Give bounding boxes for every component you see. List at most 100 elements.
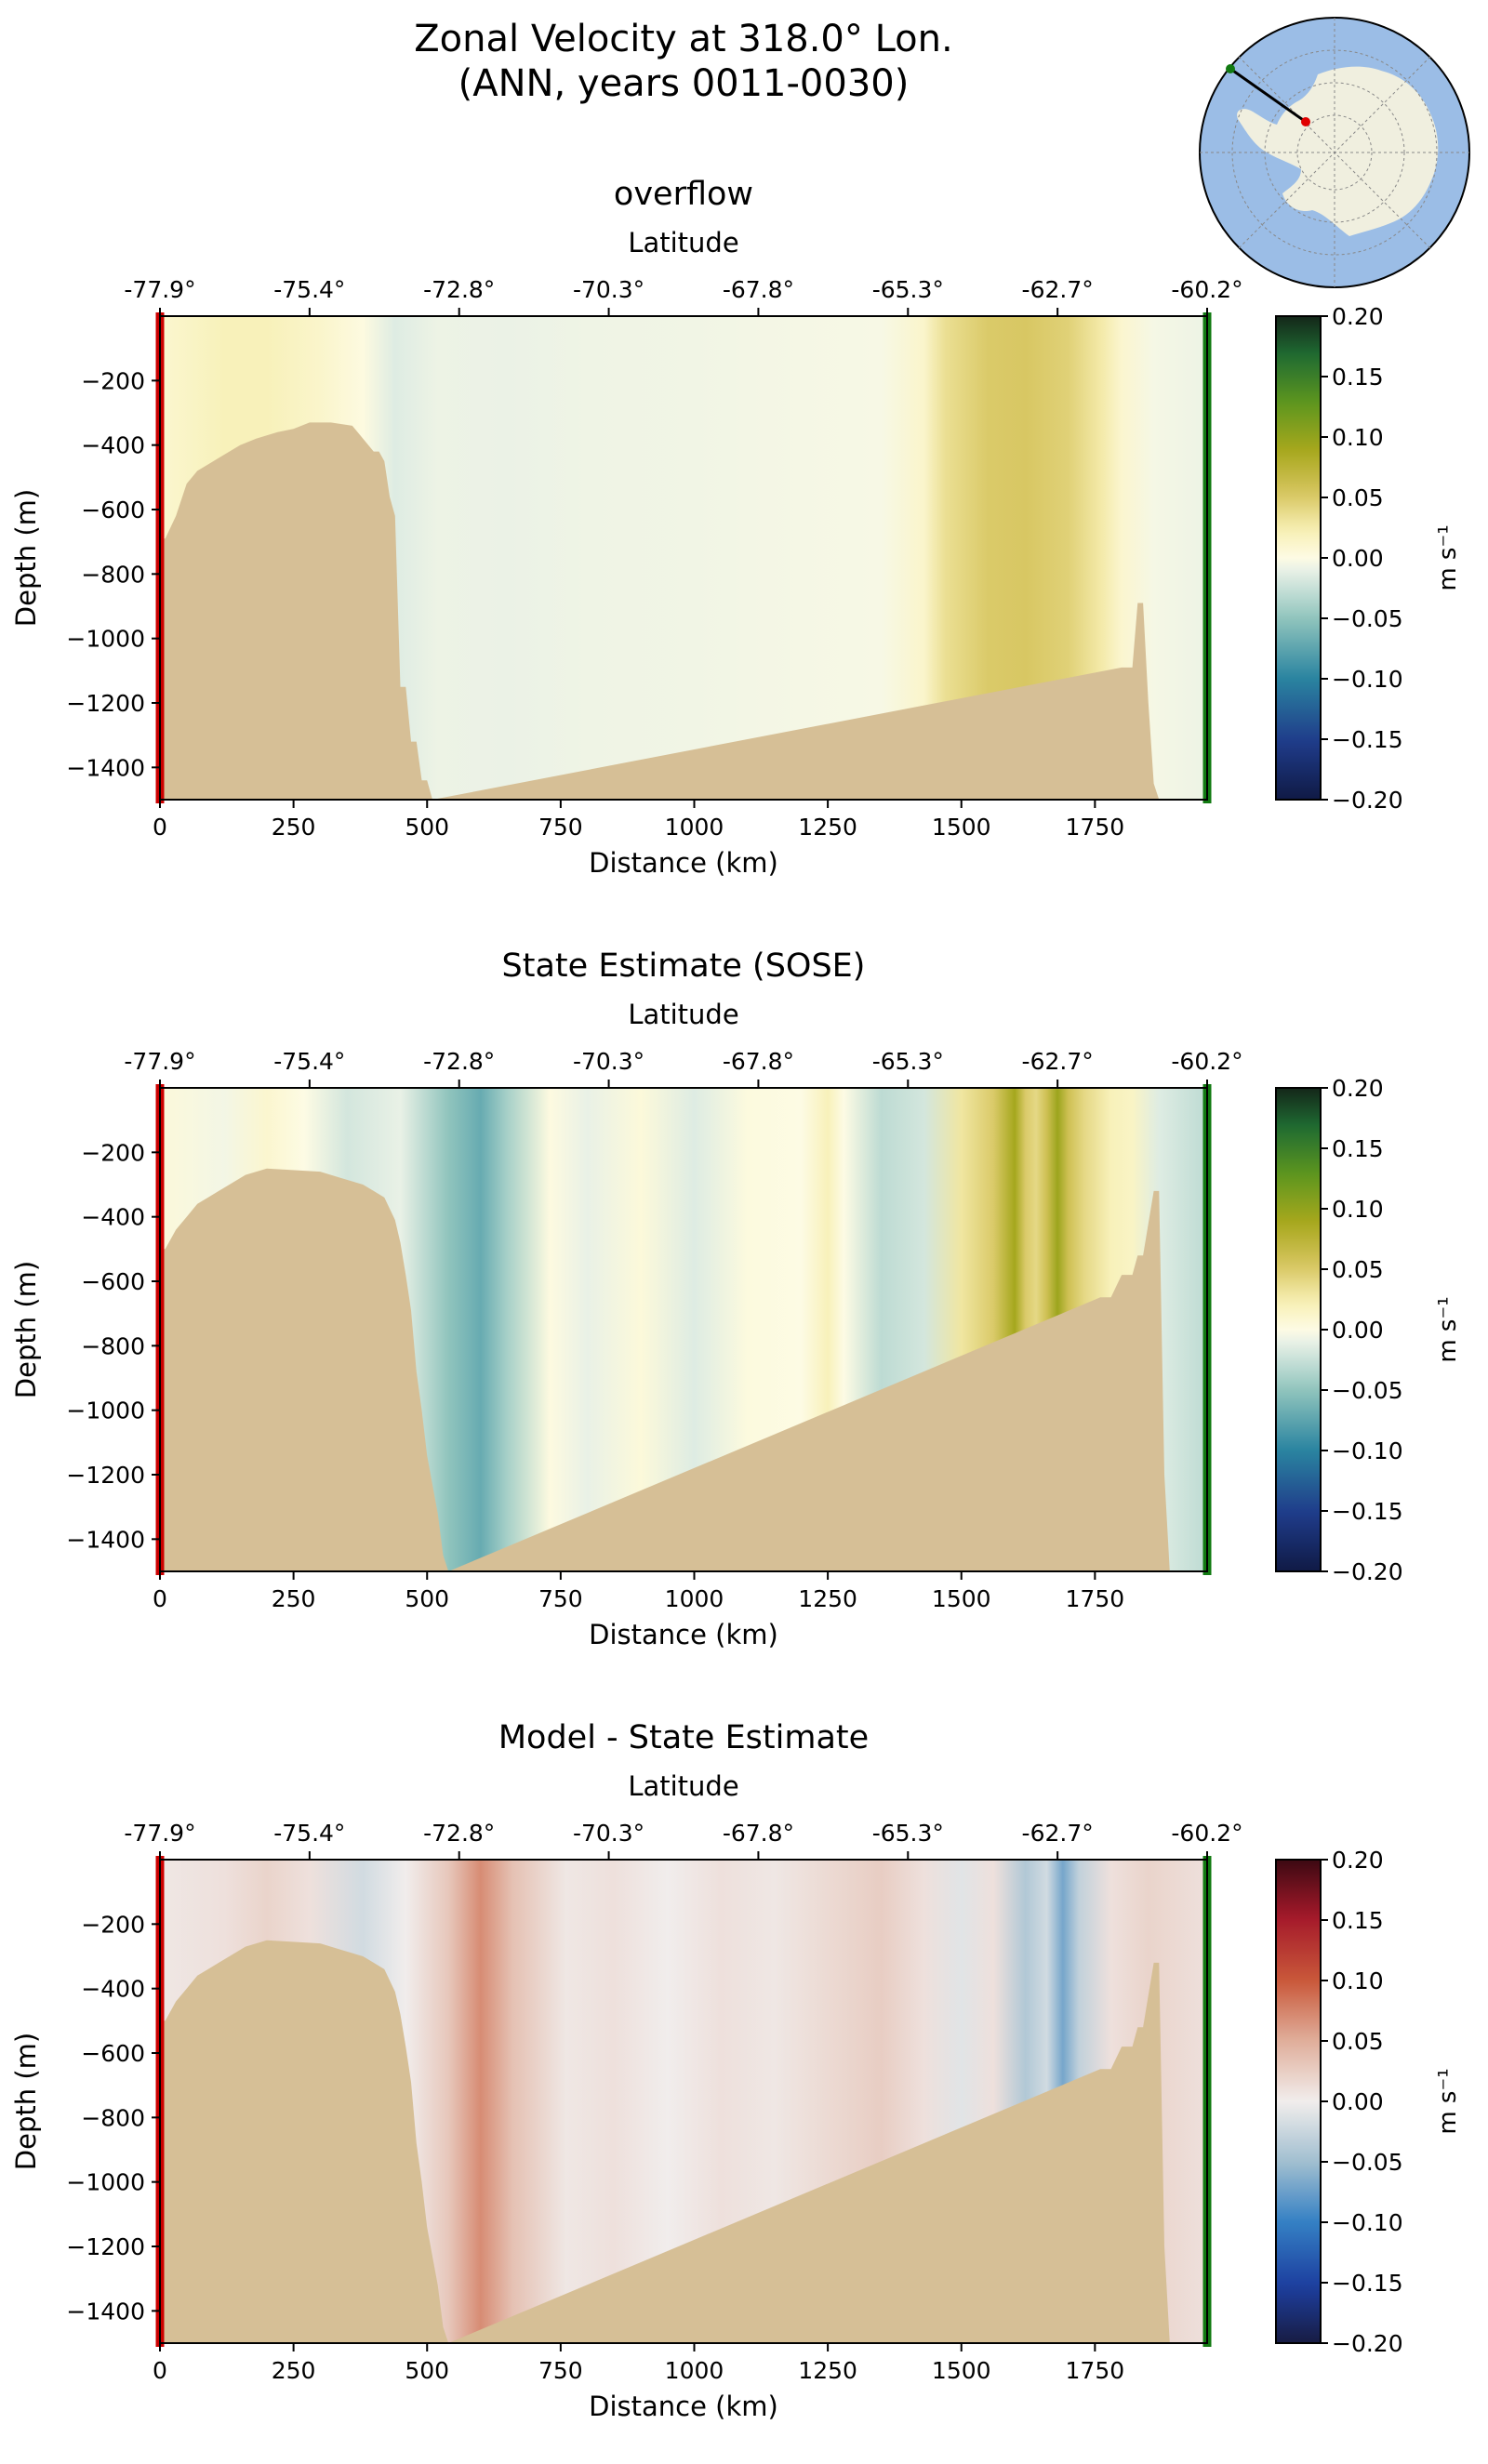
colorbar-tick-label: 0.10 xyxy=(1332,1196,1384,1223)
locator-grid-circle xyxy=(1264,82,1405,223)
x-axis-label: Distance (km) xyxy=(589,1619,778,1650)
y-axis-label: Depth (m) xyxy=(10,489,42,627)
y-tick-label: −1400 xyxy=(66,1526,145,1553)
latitude-tick-label: -60.2° xyxy=(1171,1048,1242,1075)
colorbar-tick-label: 0.00 xyxy=(1332,1317,1384,1344)
y-axis-label: Depth (m) xyxy=(10,1261,42,1398)
colorbar-tick-label: −0.15 xyxy=(1332,2270,1403,2297)
colorbar-tick-label: −0.10 xyxy=(1332,2209,1403,2236)
latitude-tick-label: -77.9° xyxy=(124,1048,195,1075)
colorbar-tick-label: 0.20 xyxy=(1332,1075,1384,1102)
latitude-tick-label: -62.7° xyxy=(1022,276,1094,303)
panel-model-minus-state-estimate: Model - State Estimate Latitude 0 250 500 750… xyxy=(10,1719,1462,2422)
colorbar-tick-label: 0.05 xyxy=(1332,484,1384,511)
x-tick-label: 750 xyxy=(538,2357,583,2384)
panel-title: Model - State Estimate xyxy=(498,1719,869,1756)
latitude-tick-label: -62.7° xyxy=(1022,1820,1094,1847)
latitude-tick-label: -67.8° xyxy=(723,276,794,303)
bathymetry xyxy=(160,422,1207,800)
colorbar-tick-label: 0.20 xyxy=(1332,1847,1384,1874)
plot-frame xyxy=(159,315,1208,801)
x-tick-label: 1500 xyxy=(932,2357,991,2384)
colorbar-tick-label: −0.10 xyxy=(1332,1437,1403,1464)
colorbar xyxy=(1275,1087,1322,1572)
colorbar-label: m s⁻¹ xyxy=(1434,2068,1462,2134)
colorbar-tick-label: −0.20 xyxy=(1332,787,1403,814)
y-tick-label: −600 xyxy=(81,1268,145,1295)
locator-start-point xyxy=(1301,117,1310,126)
y-axis-label: Depth (m) xyxy=(10,2033,42,2170)
latitude-tick-label: -60.2° xyxy=(1171,276,1242,303)
colorbar-tick-label: 0.10 xyxy=(1332,424,1384,451)
colorbar-tick-label: 0.15 xyxy=(1332,1135,1384,1162)
y-tick-label: −1400 xyxy=(66,2298,145,2325)
x-tick-label: 1500 xyxy=(932,814,991,841)
panel-overflow: overflow Latitude 0 250 500 750 1000 1250 1500 17… xyxy=(10,176,1462,879)
figure-title-line1: Zonal Velocity at 318.0° Lon. xyxy=(414,18,953,60)
y-tick-label: −200 xyxy=(81,1139,145,1166)
colorbar-tick-label: 0.00 xyxy=(1332,545,1384,572)
x-tick-label: 1250 xyxy=(798,814,857,841)
y-tick-label: −1200 xyxy=(66,1462,145,1489)
latitude-tick-label: -70.3° xyxy=(573,276,644,303)
x-tick-label: 500 xyxy=(405,1585,449,1612)
latitude-tick-label: -75.4° xyxy=(273,1820,345,1847)
bathymetry xyxy=(160,1940,1207,2343)
panel-title: overflow xyxy=(614,176,753,213)
colorbar-tick-label: −0.05 xyxy=(1332,1377,1403,1404)
y-tick-label: −400 xyxy=(81,1976,145,2003)
x-tick-label: 0 xyxy=(153,1585,167,1612)
x-tick-label: 1000 xyxy=(665,2357,724,2384)
x-tick-label: 1000 xyxy=(665,1585,724,1612)
colorbar-tick-label: −0.20 xyxy=(1332,1558,1403,1585)
x-tick-label: 0 xyxy=(153,814,167,841)
colorbar-label: m s⁻¹ xyxy=(1434,1296,1462,1362)
colorbar-tick-label: −0.20 xyxy=(1332,2330,1403,2357)
latitude-tick-label: -65.3° xyxy=(872,276,944,303)
figure-title-line2: (ANN, years 0011-0030) xyxy=(458,62,910,105)
x-tick-label: 1750 xyxy=(1066,2357,1125,2384)
panel-state-estimate: State Estimate (SOSE) Latitude 0 250 500 750 1… xyxy=(10,947,1462,1650)
bathymetry xyxy=(160,1168,1207,1571)
latitude-tick-label: -67.8° xyxy=(723,1048,794,1075)
colorbar-tick-label: 0.15 xyxy=(1332,364,1384,391)
x-tick-label: 500 xyxy=(405,814,449,841)
y-tick-label: −800 xyxy=(81,1332,145,1359)
colorbar xyxy=(1275,1859,1322,2344)
colorbar-tick-label: 0.00 xyxy=(1332,2088,1384,2115)
latitude-tick-label: -60.2° xyxy=(1171,1820,1242,1847)
x-tick-label: 1250 xyxy=(798,2357,857,2384)
latitude-tick-label: -77.9° xyxy=(124,276,195,303)
colorbar-tick-label: −0.05 xyxy=(1332,605,1403,632)
y-tick-label: −600 xyxy=(81,2040,145,2067)
locator-end-point xyxy=(1226,64,1235,73)
latitude-tick-label: -62.7° xyxy=(1022,1048,1094,1075)
y-tick-label: −1200 xyxy=(66,690,145,717)
y-tick-label: −400 xyxy=(81,432,145,459)
latitude-axis-label: Latitude xyxy=(628,227,738,258)
latitude-tick-label: -70.3° xyxy=(573,1820,644,1847)
locator-grid-meridian xyxy=(1238,56,1431,249)
x-tick-label: 750 xyxy=(538,814,583,841)
latitude-axis-label: Latitude xyxy=(628,999,738,1030)
y-tick-label: −800 xyxy=(81,2104,145,2131)
x-tick-label: 1250 xyxy=(798,1585,857,1612)
x-axis-label: Distance (km) xyxy=(589,2391,778,2422)
y-tick-label: −1200 xyxy=(66,2233,145,2260)
colorbar-tick-label: −0.10 xyxy=(1332,666,1403,693)
plot-frame xyxy=(159,1087,1208,1572)
colorbar-tick-label: 0.20 xyxy=(1332,303,1384,330)
colorbar-tick-label: 0.15 xyxy=(1332,1907,1384,1934)
colorbar-label: m s⁻¹ xyxy=(1434,524,1462,590)
colorbar-tick-label: −0.15 xyxy=(1332,726,1403,753)
latitude-tick-label: -75.4° xyxy=(273,1048,345,1075)
y-tick-label: −600 xyxy=(81,497,145,523)
figure-title: Zonal Velocity at 318.0° Lon. (ANN, year… xyxy=(0,17,1367,106)
colorbar-tick-label: −0.05 xyxy=(1332,2149,1403,2176)
y-tick-label: −200 xyxy=(81,1911,145,1938)
x-tick-label: 750 xyxy=(538,1585,583,1612)
latitude-tick-label: -72.8° xyxy=(423,1048,495,1075)
locator-transect-line xyxy=(1229,67,1307,124)
x-tick-label: 0 xyxy=(153,2357,167,2384)
x-tick-label: 250 xyxy=(272,2357,316,2384)
